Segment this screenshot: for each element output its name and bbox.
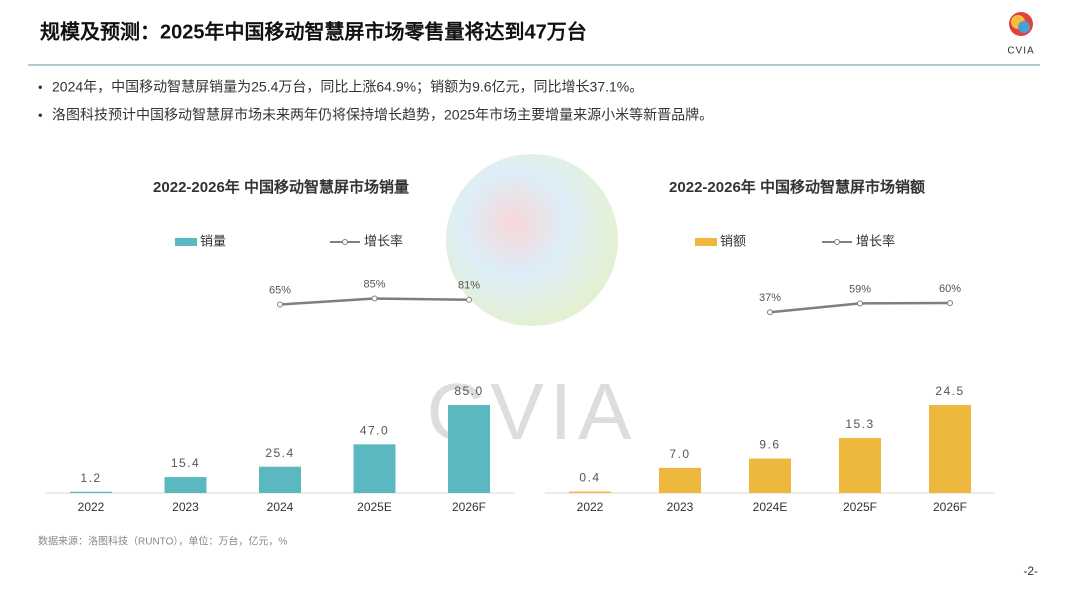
chart-title: 2022-2026年 中国移动智慧屏市场销额	[669, 178, 925, 196]
slide-title: 规模及预测：2025年中国移动智慧屏市场零售量将达到47万台	[40, 19, 587, 43]
data-label: 81%	[458, 280, 480, 292]
page-number: -2-	[1023, 564, 1038, 578]
data-label: 15.4	[171, 456, 200, 470]
bar	[164, 477, 207, 493]
logo-icon	[1018, 21, 1030, 33]
bar	[70, 491, 112, 493]
data-label: 85%	[363, 278, 385, 290]
bullet: 2024年，中国移动智慧屏销量为25.4万台，同比上涨64.9%；销额为9.6亿…	[52, 79, 643, 96]
data-label: 9.6	[759, 438, 780, 452]
bullet-dot: •	[38, 79, 43, 94]
legend-label: 销量	[200, 233, 226, 248]
data-label: 24.5	[935, 384, 964, 398]
growth-point	[857, 300, 863, 307]
bar	[929, 405, 971, 493]
source-note: 数据来源：洛图科技（RUNTO），单位：万台，亿元，%	[38, 535, 287, 548]
bar	[353, 444, 396, 493]
logo-text: CVIA	[1007, 46, 1034, 57]
bar	[749, 458, 791, 493]
bar	[569, 491, 611, 493]
data-label: 47.0	[360, 424, 389, 438]
data-label: 60%	[939, 283, 961, 295]
x-tick-label: 2023	[667, 500, 694, 514]
legend-marker	[342, 239, 348, 245]
data-label: 1.2	[80, 471, 101, 485]
bar	[659, 467, 701, 493]
data-label: 25.4	[265, 446, 294, 460]
x-tick-label: 2025F	[843, 500, 877, 514]
legend-marker	[834, 239, 840, 245]
legend-label: 增长率	[364, 233, 403, 248]
chart-title: 2022-2026年 中国移动智慧屏市场销量	[153, 178, 409, 196]
bullet-dot: •	[38, 107, 43, 122]
data-label: 7.0	[669, 447, 690, 461]
growth-point	[947, 300, 953, 306]
growth-point	[277, 301, 283, 308]
x-tick-label: 2024E	[753, 500, 788, 514]
x-tick-label: 2026F	[452, 500, 486, 514]
legend-swatch	[175, 238, 197, 246]
x-tick-label: 2025E	[357, 500, 392, 514]
bullet: 洛图科技预计中国移动智慧屏市场未来两年仍将保持增长趋势，2025年市场主要增量来…	[52, 107, 713, 123]
x-tick-label: 2022	[577, 500, 604, 514]
data-label: 37%	[759, 292, 781, 304]
data-label: 15.3	[845, 417, 874, 431]
bar	[259, 466, 301, 493]
data-label: 65%	[269, 284, 291, 296]
bar	[448, 405, 490, 493]
data-label: 0.4	[579, 471, 600, 485]
x-tick-label: 2024	[267, 500, 294, 514]
bar	[839, 438, 881, 493]
growth-point	[371, 295, 378, 302]
legend-label: 增长率	[856, 233, 895, 248]
watermark-sphere	[446, 154, 618, 326]
legend-swatch	[695, 238, 717, 246]
growth-point	[466, 296, 472, 303]
legend-label: 销额	[720, 233, 746, 248]
x-tick-label: 2022	[78, 500, 105, 514]
x-tick-label: 2023	[172, 500, 199, 514]
growth-point	[767, 309, 773, 316]
data-label: 85.0	[454, 384, 483, 398]
x-tick-label: 2026F	[933, 500, 967, 514]
data-label: 59%	[849, 283, 871, 295]
